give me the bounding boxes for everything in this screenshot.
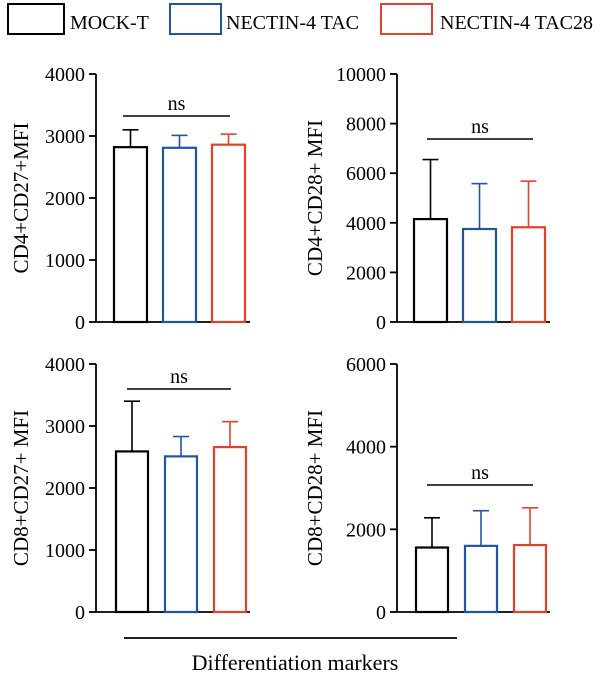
legend-label-nectin4-tac: NECTIN-4 TAC [226,12,359,34]
y-tick-label: 4000 [346,213,386,235]
chart-panel-4: 0 2000 4000 6000 CD8+CD28+ MFI ns [303,354,550,624]
bar-1 [412,217,449,324]
y-tick-label: 4000 [45,354,85,376]
y-tick-label: 0 [75,602,85,624]
legend: MOCK-T NECTIN-4 TAC NECTIN-4 TAC28 [7,3,593,35]
y-axis-label: CD4+CD27+MFI [9,123,33,274]
bar-3 [210,143,247,324]
legend-swatch-nectin4-tac28 [380,3,433,35]
y-tick-label: 10000 [336,64,386,86]
y-tick-label: 2000 [346,262,386,284]
chart-panel-3: 0 1000 2000 3000 4000 CD8+CD27+ MFI ns [9,354,250,624]
bar-2 [161,146,198,324]
y-tick-label: 6000 [346,163,386,185]
significance-label: ns [170,366,188,388]
chart-panels: 0 1000 2000 3000 4000 CD4+CD27+MFI ns 0 2000 4000… [9,64,550,624]
bar-2 [463,544,499,614]
y-tick-label: 0 [75,312,85,334]
bar-3 [510,226,547,324]
chart-panel-2: 0 2000 4000 6000 8000 10000 CD4+CD28+ MFI ns [303,64,550,334]
y-tick-label: 4000 [346,437,386,459]
legend-label-mock-t: MOCK-T [70,12,149,34]
significance-label: ns [168,93,186,115]
y-tick-label: 3000 [45,416,85,438]
bar-2 [461,227,498,324]
x-axis-label: Differentiation markers [192,650,399,675]
bar-3 [212,445,248,614]
y-tick-label: 8000 [346,114,386,136]
y-tick-label: 4000 [45,64,85,86]
significance-label: ns [471,116,489,138]
bar-2 [163,455,199,614]
bar-3 [512,543,548,614]
y-tick-label: 3000 [45,126,85,148]
y-tick-label: 1000 [45,250,85,272]
y-tick-label: 1000 [45,540,85,562]
y-tick-label: 6000 [346,354,386,376]
y-axis-label: CD8+CD27+ MFI [9,410,33,566]
significance-label: ns [471,462,489,484]
y-tick-label: 2000 [45,188,85,210]
chart-panel-1: 0 1000 2000 3000 4000 CD4+CD27+MFI ns [9,64,250,334]
bar-1 [114,450,150,614]
y-tick-label: 0 [376,312,386,334]
y-axis-label: CD4+CD28+ MFI [303,120,327,276]
legend-swatch-mock-t [7,3,65,35]
bar-1 [414,546,450,614]
y-tick-label: 2000 [346,519,386,541]
bar-1 [112,146,149,324]
legend-swatch-nectin4-tac [169,3,222,35]
y-axis-label: CD8+CD28+ MFI [303,410,327,566]
legend-label-nectin4-tac28: NECTIN-4 TAC28 [440,12,593,34]
y-tick-label: 2000 [45,478,85,500]
y-tick-label: 0 [376,602,386,624]
